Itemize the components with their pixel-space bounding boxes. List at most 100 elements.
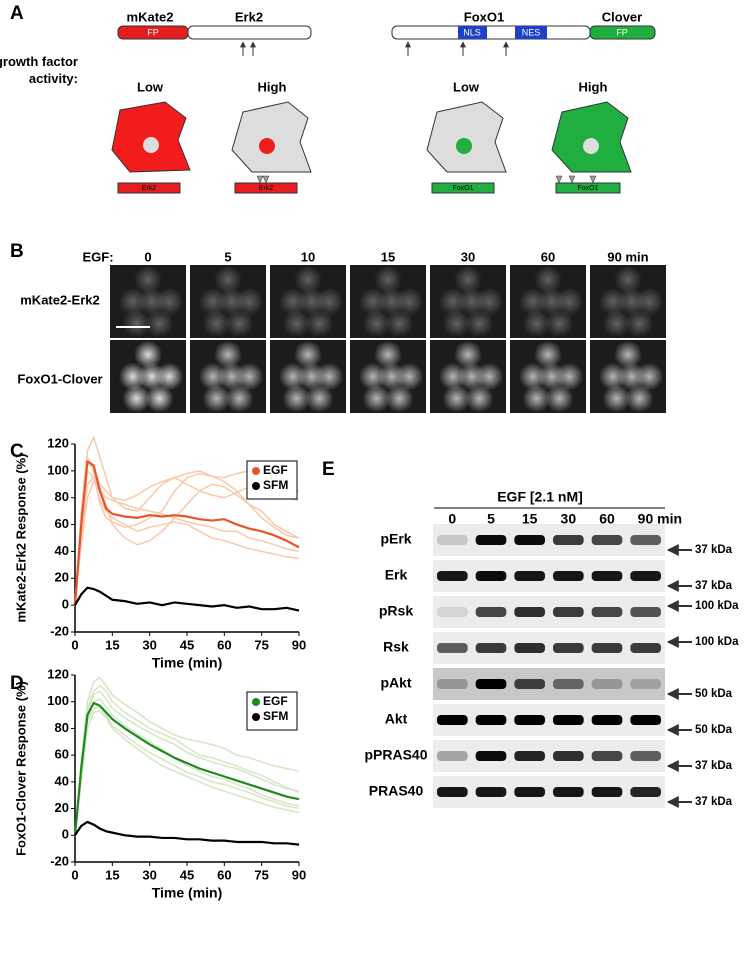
time-label: 5	[224, 249, 231, 264]
cell-image	[614, 340, 642, 369]
band	[514, 679, 545, 689]
band	[553, 571, 584, 581]
domain-label: FP	[616, 27, 628, 37]
y-tick-label: 40	[55, 543, 69, 558]
y-tick-label: -20	[50, 853, 69, 868]
cell-image	[465, 384, 494, 413]
legend-label: SFM	[263, 478, 288, 492]
phospho-mark	[256, 175, 270, 184]
series-line	[74, 586, 300, 612]
construct-label: Clover	[602, 9, 642, 24]
x-tick-label: 75	[254, 867, 268, 882]
band	[591, 679, 623, 689]
cell-image	[465, 309, 494, 338]
legend-marker	[252, 467, 260, 475]
band	[630, 535, 661, 545]
band	[553, 751, 584, 761]
marker-label: 37 kDa	[695, 796, 733, 808]
band	[437, 571, 468, 581]
band	[553, 715, 584, 725]
blot-label: Erk	[385, 567, 408, 583]
panel-letter: C	[10, 441, 24, 462]
x-tick-label: 60	[217, 867, 231, 882]
legend-label: SFM	[263, 709, 288, 723]
cell-image	[305, 384, 334, 413]
cell-image	[145, 309, 174, 338]
cell-image	[122, 384, 151, 413]
trace-line	[74, 690, 300, 836]
legend-marker	[252, 698, 260, 706]
band	[514, 751, 545, 761]
y-tick-label: 60	[55, 747, 69, 762]
cell-image	[315, 362, 344, 391]
x-axis-label: Time (min)	[152, 885, 223, 901]
lane-label: 5	[487, 511, 495, 527]
cell	[551, 101, 632, 173]
time-label: 30	[461, 249, 475, 264]
cell-image	[534, 265, 562, 294]
domain-label: NES	[522, 27, 541, 37]
marker-label: 37 kDa	[695, 544, 733, 556]
y-tick-label: 20	[55, 570, 69, 585]
x-tick-label: 45	[180, 867, 194, 882]
x-tick-label: 0	[71, 867, 78, 882]
cell	[426, 101, 507, 173]
domain-label: NLS	[463, 27, 481, 37]
row-label: growth factor activity:	[0, 54, 78, 86]
y-axis-label: mKate2-Erk2 Response (%)	[13, 453, 28, 622]
cell-image	[214, 340, 242, 369]
trace-line	[74, 470, 300, 606]
band	[553, 535, 584, 545]
y-tick-label: 120	[47, 666, 69, 681]
state-label: Low	[137, 79, 164, 94]
time-label: 60	[541, 249, 555, 264]
x-tick-label: 90	[292, 867, 306, 882]
band	[475, 607, 507, 617]
marker-label: 50 kDa	[695, 688, 733, 700]
band	[475, 571, 507, 581]
cell-image	[602, 309, 631, 338]
state-label: High	[579, 79, 608, 94]
tag-label: FoxO1	[452, 185, 473, 192]
cell-image	[475, 362, 504, 391]
nucleus	[143, 137, 159, 153]
cell-image	[155, 362, 184, 391]
time-label: 15	[381, 249, 395, 264]
band	[630, 607, 661, 617]
marker-label: 100 kDa	[695, 636, 739, 648]
lane-label: 60	[599, 511, 615, 527]
y-tick-label: 100	[47, 462, 69, 477]
blot	[433, 740, 665, 772]
protein-domain	[391, 25, 591, 40]
marker-label: 37 kDa	[695, 580, 733, 592]
nls-domain	[458, 26, 487, 39]
cell-image	[454, 265, 482, 294]
marker-label: 37 kDa	[695, 760, 733, 772]
x-tick-label: 30	[142, 867, 156, 882]
band	[630, 715, 661, 725]
cell-image	[454, 340, 482, 369]
cell-image	[235, 362, 264, 391]
lane-label: 0	[448, 511, 456, 527]
cell-image	[235, 287, 264, 316]
domain-label: FP	[147, 27, 159, 37]
panel-letter: E	[322, 459, 335, 480]
blot-label: Rsk	[383, 639, 409, 655]
band	[437, 607, 468, 617]
band	[630, 571, 661, 581]
blot	[433, 668, 665, 700]
panel-a: A mKate2 Erk2 FP FoxO1 Clover NLS NES FP…	[0, 3, 656, 194]
band	[475, 751, 507, 761]
band	[591, 715, 623, 725]
x-tick-label: 15	[105, 637, 119, 652]
blot	[433, 524, 665, 556]
trace-line	[74, 480, 300, 606]
cell-image	[635, 362, 664, 391]
construct-label: mKate2	[127, 9, 174, 24]
cell-image	[545, 384, 574, 413]
cell-image	[442, 309, 471, 338]
cell-image	[602, 384, 631, 413]
cell-image	[282, 309, 311, 338]
trace-line	[74, 684, 300, 836]
band	[475, 679, 507, 689]
